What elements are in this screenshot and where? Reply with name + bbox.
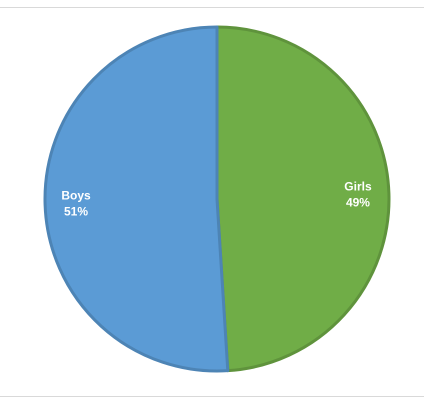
labels-layer: Girls 49% Boys 51% <box>61 180 372 219</box>
pie-slice-boys <box>43 25 230 373</box>
slice-label-girls-value: 49% <box>346 196 370 210</box>
slice-label-boys-name: Boys <box>61 188 91 202</box>
slice-label-boys-value: 51% <box>64 204 88 218</box>
slices-layer <box>43 25 391 373</box>
slice-label-girls-name: Girls <box>344 180 372 194</box>
pie-slice-girls <box>215 25 391 373</box>
